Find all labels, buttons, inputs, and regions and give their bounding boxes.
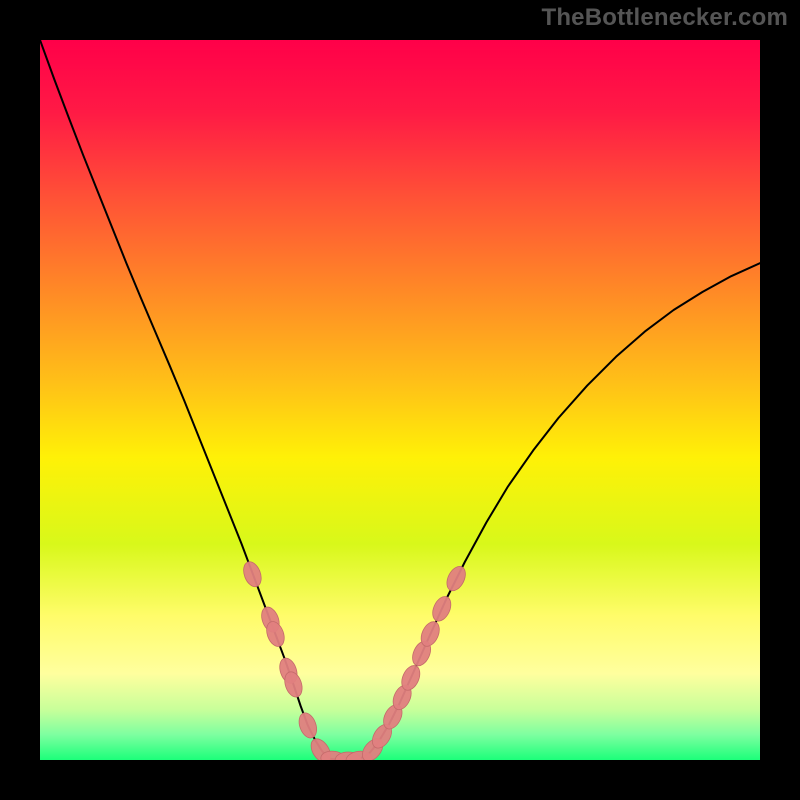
chart-stage: TheBottlenecker.com	[0, 0, 800, 800]
plot-area	[40, 40, 760, 760]
data-marker	[240, 559, 264, 589]
watermark-text: TheBottlenecker.com	[541, 4, 788, 32]
data-marker	[443, 563, 469, 593]
data-marker	[429, 594, 454, 624]
data-marker	[296, 710, 320, 740]
bottleneck-curve	[40, 40, 760, 760]
plot-svg	[40, 40, 760, 760]
